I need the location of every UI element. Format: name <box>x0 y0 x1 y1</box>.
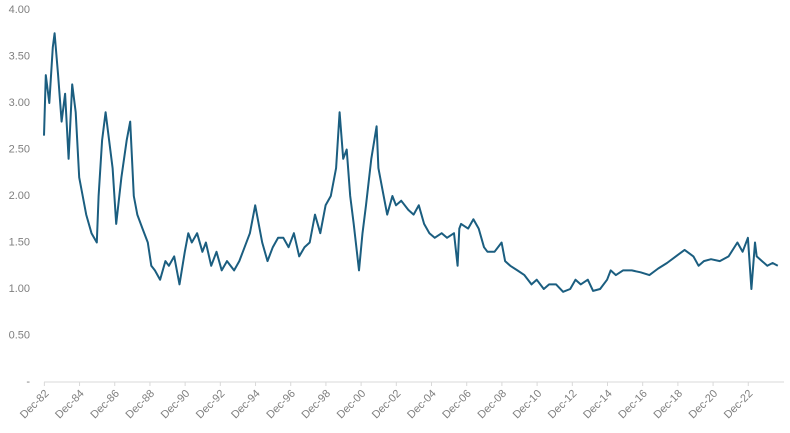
x-tick-label: Dec-22 <box>722 388 756 422</box>
x-tick-label: Dec-02 <box>370 388 404 422</box>
y-tick-label: - <box>26 376 30 388</box>
x-tick-label: Dec-98 <box>300 388 334 422</box>
x-tick-label: Dec-06 <box>440 388 474 422</box>
x-tick-label: Dec-84 <box>53 388 87 422</box>
x-tick-label: Dec-86 <box>88 388 122 422</box>
y-tick-label: 2.00 <box>9 190 30 202</box>
x-tick-label: Dec-04 <box>405 388 439 422</box>
line-series <box>43 32 779 293</box>
y-tick-label: 0.50 <box>9 329 30 341</box>
x-tick-label: Dec-90 <box>159 388 193 422</box>
x-tick-label: Dec-14 <box>581 388 615 422</box>
x-tick-label: Dec-92 <box>194 388 228 422</box>
x-tick-label: Dec-82 <box>18 388 52 422</box>
x-tick-label: Dec-08 <box>476 388 510 422</box>
x-tick-label: Dec-12 <box>546 388 580 422</box>
y-tick-label: 3.50 <box>9 50 30 62</box>
y-tick-label: 2.50 <box>9 143 30 155</box>
x-tick-label: Dec-18 <box>651 388 685 422</box>
x-tick-label: Dec-00 <box>335 388 369 422</box>
x-tick-label: Dec-16 <box>616 388 650 422</box>
y-tick-label: 4.00 <box>9 4 30 16</box>
x-tick-label: Dec-94 <box>229 388 263 422</box>
x-tick-label: Dec-20 <box>687 388 721 422</box>
y-tick-label: 1.00 <box>9 283 30 295</box>
y-tick-label: 3.00 <box>9 97 30 109</box>
x-tick-label: Dec-96 <box>264 388 298 422</box>
y-tick-label: 1.50 <box>9 236 30 248</box>
x-tick-label: Dec-88 <box>124 388 158 422</box>
x-tick-label: Dec-10 <box>511 388 545 422</box>
